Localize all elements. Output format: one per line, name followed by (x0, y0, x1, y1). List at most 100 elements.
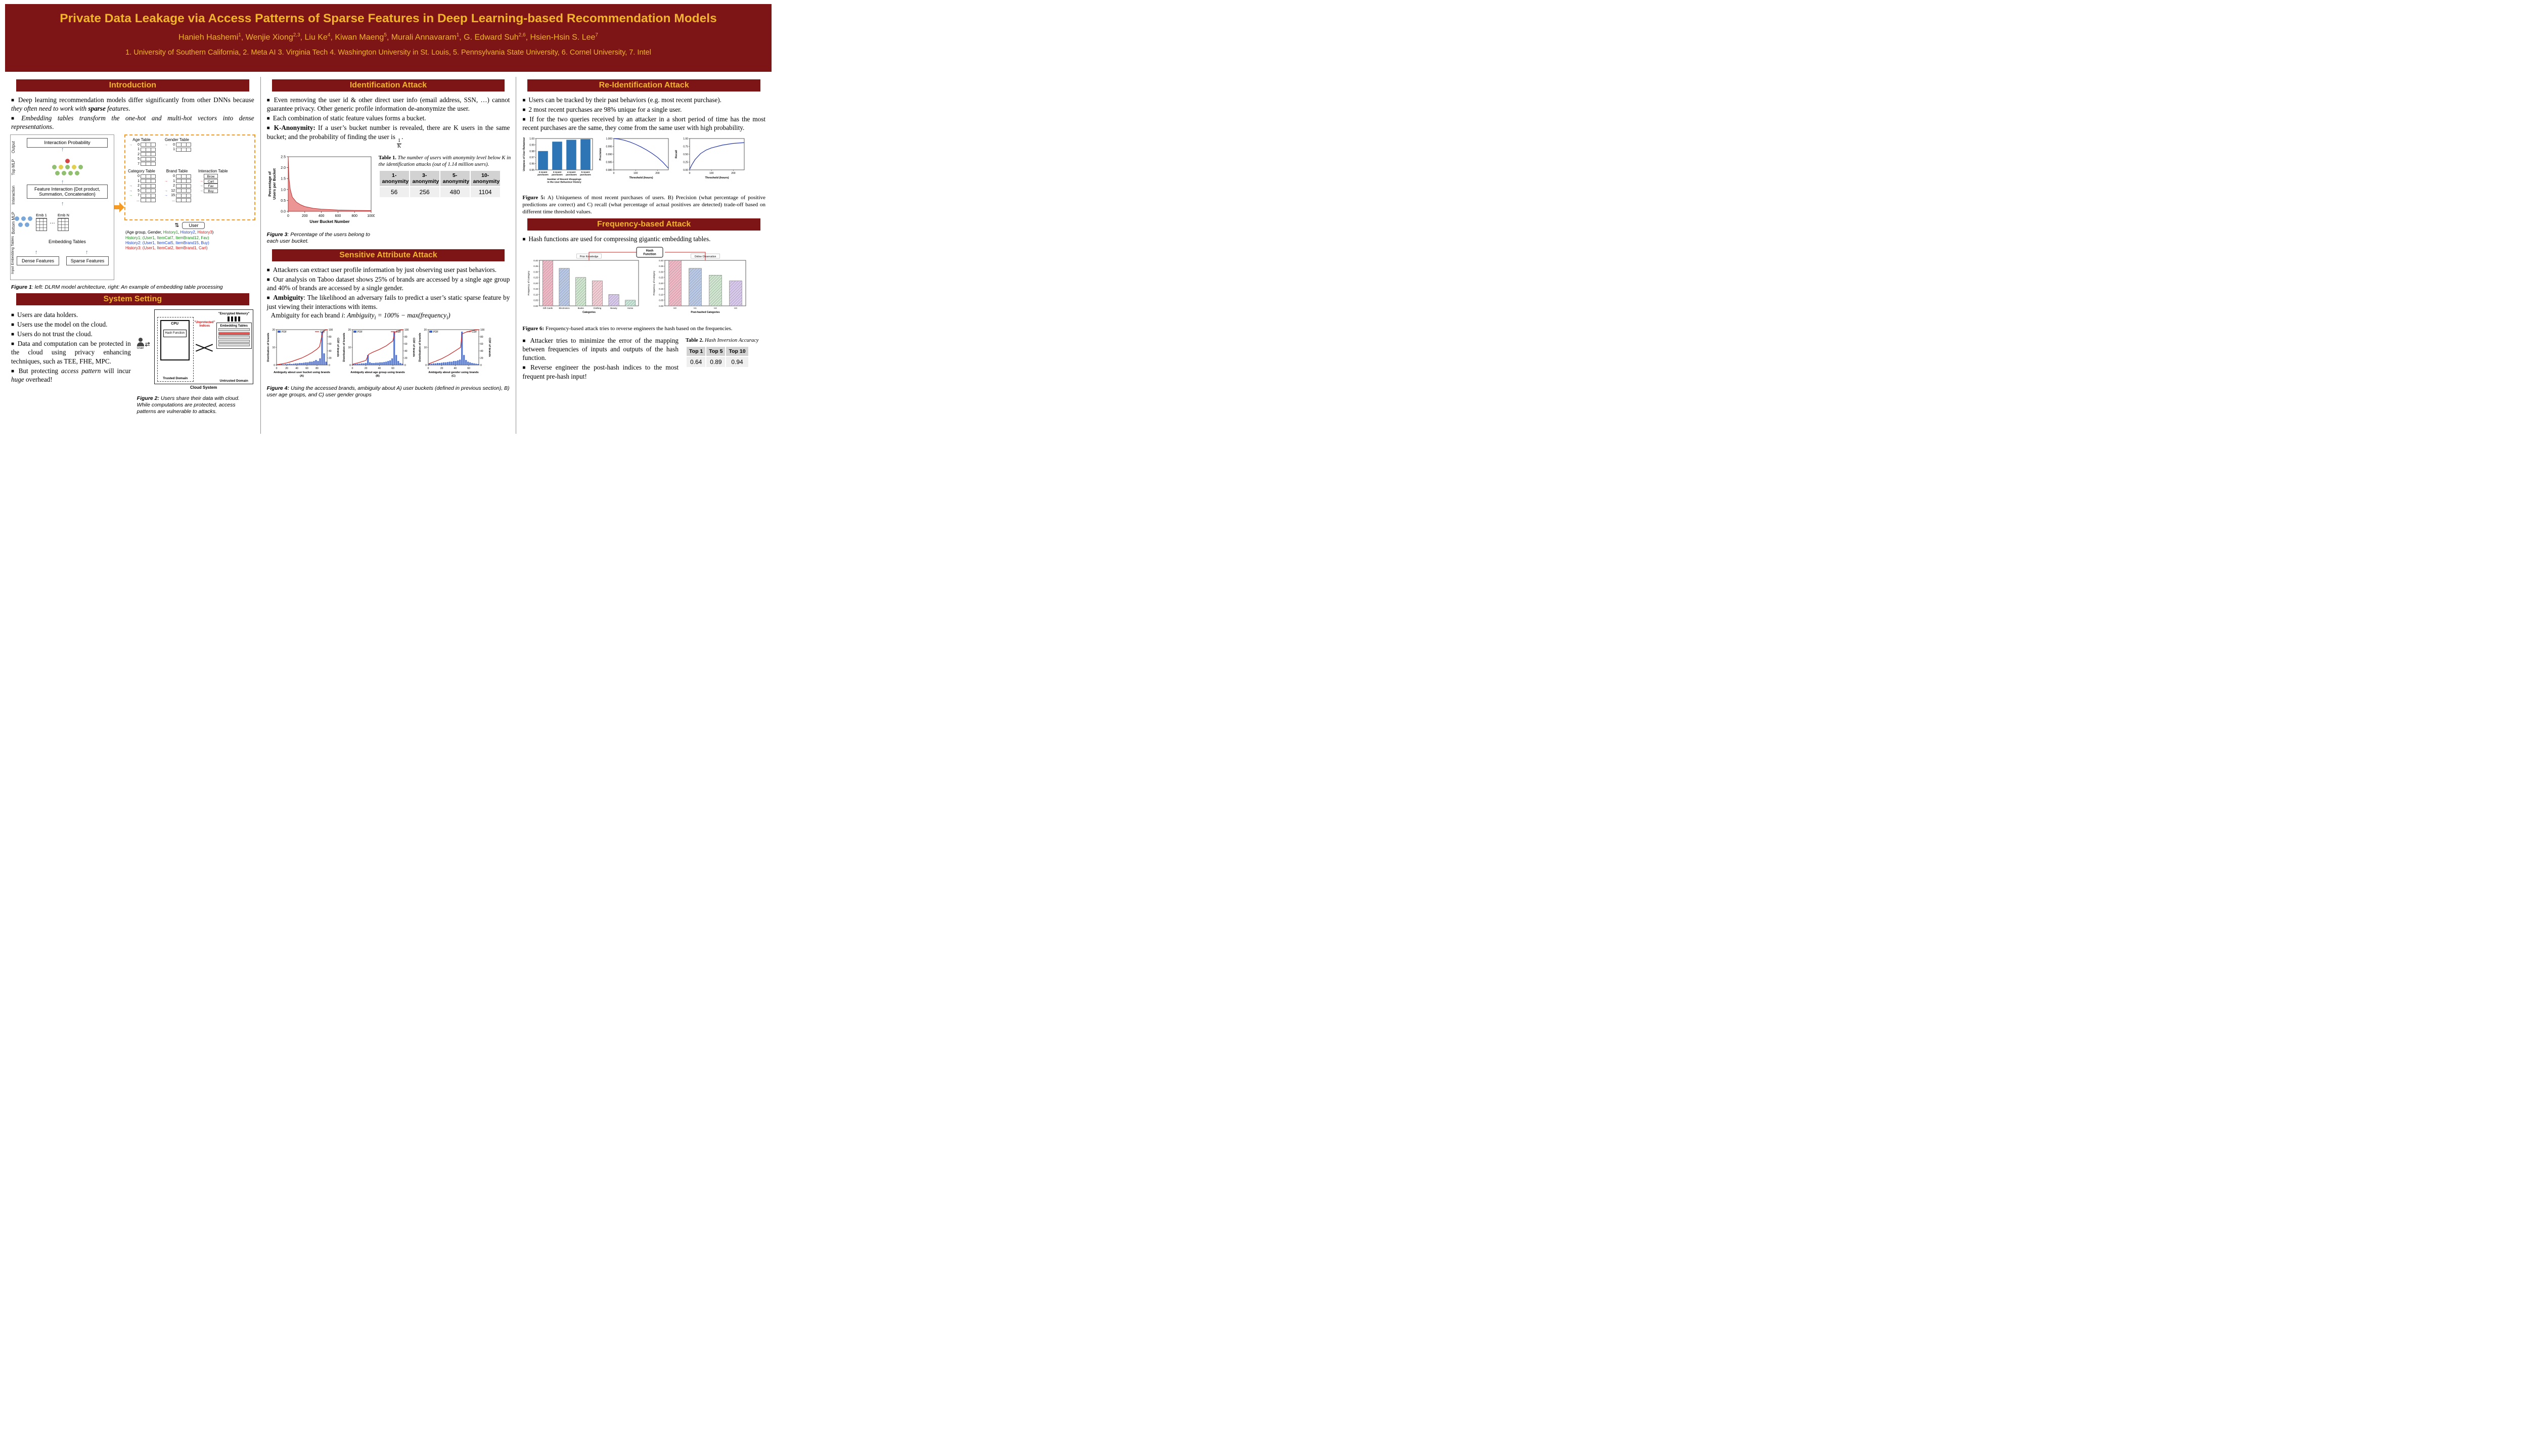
embN-label: Emb N (58, 212, 69, 217)
chart-text: Frequency of Category (653, 270, 656, 295)
chart-text: 20 (285, 367, 288, 370)
chart-path (689, 142, 745, 169)
history-line: History2: (User1, ItemCat5, ItemBrand15,… (125, 240, 209, 245)
chart-rect (363, 363, 365, 365)
chart-text: Home (627, 307, 634, 309)
chart-text: PDF (282, 331, 287, 334)
chart-text: 100 (709, 172, 714, 175)
chart-text: 0.995 (606, 145, 613, 148)
chart-text: purchases (580, 173, 592, 176)
mini-table-row: 2 (163, 184, 191, 189)
embedding-tables-label: Embedding Tables (220, 324, 248, 328)
chart-rect (389, 360, 391, 365)
bullet-item: But protecting access pattern will incur… (11, 367, 131, 384)
chart-rect (444, 362, 446, 365)
table-value-cell: 256 (410, 187, 439, 197)
chart-rect (317, 360, 319, 365)
chart-text: CDF (472, 331, 477, 334)
chart-text: 200 (732, 172, 736, 175)
chart-text: 0.20 (659, 282, 664, 284)
bullet-item: Each combination of static feature value… (267, 114, 510, 122)
chart-text: 10 (272, 346, 275, 349)
chart-text: CDF of brands (412, 338, 415, 357)
mini-table-row: → 15 (163, 193, 191, 198)
chart-text: 0.980 (606, 169, 613, 172)
chart-rect (321, 331, 323, 365)
embedding-mini-table: Brand Table 0 → 1 2 → 12 → 15... (163, 169, 191, 203)
figure-4-row: 0 10 20 0 20 40 60 80 100 0 20 40 60 80 PDF CDF Distribu… (266, 324, 511, 383)
mini-table-row: → 5 (127, 189, 156, 194)
chart-rect (469, 362, 471, 365)
sensitive-bullets: Attackers can extract user profile infor… (267, 265, 510, 322)
chart-text: 0.20 (534, 282, 538, 284)
chart-text: 0 (613, 172, 615, 175)
chart-text: Uniqness of User Behaviour (523, 137, 526, 171)
history-line: History1: (User1, ItemCat7, ItemBrand12,… (125, 235, 209, 240)
bullet-item: Reverse engineer the post-hash indices t… (522, 363, 679, 380)
chart-text: (A) (300, 375, 304, 378)
chart-text: 80 (480, 336, 483, 339)
chart-text: 2.0 (281, 166, 286, 170)
chart-text: 20 (365, 367, 368, 370)
table-value-cell: 1104 (470, 187, 500, 197)
chart-text: 5 recent (581, 171, 590, 173)
chart-rect (303, 362, 305, 365)
crossing-arrows-icon (195, 338, 213, 356)
mini-table-row: → 0 (127, 143, 156, 148)
chart-text: 0.25 (659, 276, 664, 279)
chart-text: 20 (348, 329, 351, 332)
chart-rect (369, 362, 371, 365)
chart-rect (609, 294, 619, 306)
embedding-emb1: Emb 1 (36, 213, 47, 231)
chart-rect (446, 361, 448, 365)
chart-text: 40 (295, 367, 298, 370)
system-setting-row: Users are data holders.Users use the mod… (10, 309, 255, 417)
chart-rect (365, 362, 367, 365)
mini-table-row: → 2 (127, 184, 156, 189)
chart-text: 20 (424, 329, 427, 332)
column-3: Re-Identification Attack Users can be tr… (516, 77, 772, 434)
chart-text: in the User Behaviour History (548, 180, 582, 184)
chart-rect (461, 331, 463, 365)
chart-text: 2 recent (539, 171, 548, 173)
embedding-mini-table: Age Table → 0 1 2 5 7 (127, 138, 156, 167)
bullet-item: Hash functions are used for compressing … (522, 235, 765, 243)
cpu-label: CPU (171, 322, 179, 326)
chart-rect (281, 363, 283, 365)
embedding-tables-box: Embedding Tables (216, 322, 252, 349)
chart-rect (381, 362, 383, 365)
cloud-system-label: Cloud System (190, 385, 217, 390)
chart-text: 0.985 (606, 161, 613, 164)
table-value-cell: 0.89 (706, 357, 726, 368)
frequency-post-bullets: Attacker tries to minimize the error of … (522, 335, 679, 382)
mini-table-row: 7 (127, 162, 156, 167)
chart-path (665, 252, 706, 260)
chart-rect (689, 268, 702, 306)
poster-header: Private Data Leakage via Access Patterns… (5, 4, 772, 72)
chart-text: 0 (404, 364, 406, 367)
history-lines: History1: (User1, ItemCat7, ItemBrand12,… (124, 236, 255, 251)
chart-text: 200 (656, 172, 660, 175)
chart-rect (297, 363, 299, 365)
up-down-arrow-icon: ⇅ (174, 222, 179, 229)
chart-text: 0.50 (684, 153, 689, 156)
poster-columns: Introduction Deep learning recommendatio… (5, 77, 772, 434)
chart-rect (575, 277, 586, 306)
figure-2-block: User ⇄ CPU Hash Function Trusted Domain … (136, 309, 255, 417)
chart-rect (465, 359, 467, 365)
table-value-cell: 0.64 (687, 357, 706, 368)
chart-text: Ambiguity about age group using brands (350, 371, 405, 374)
chart-text: CDF (320, 331, 325, 334)
embedding-mini-table: Gender Table → 0 1 (163, 138, 191, 167)
chart-rect (450, 361, 453, 365)
mini-table-title: Gender Table (165, 137, 189, 142)
bullet-item: If for the two queries received by an at… (522, 115, 765, 132)
mini-table-title: Brand Table (166, 169, 188, 174)
chart-text: 0 (425, 364, 427, 367)
interaction-probability-box: Interaction Probability (27, 138, 108, 148)
chart-rect (307, 362, 309, 365)
bullet-item: Attacker tries to minimize the error of … (522, 336, 679, 362)
chart-text: 1.5 (281, 177, 286, 180)
